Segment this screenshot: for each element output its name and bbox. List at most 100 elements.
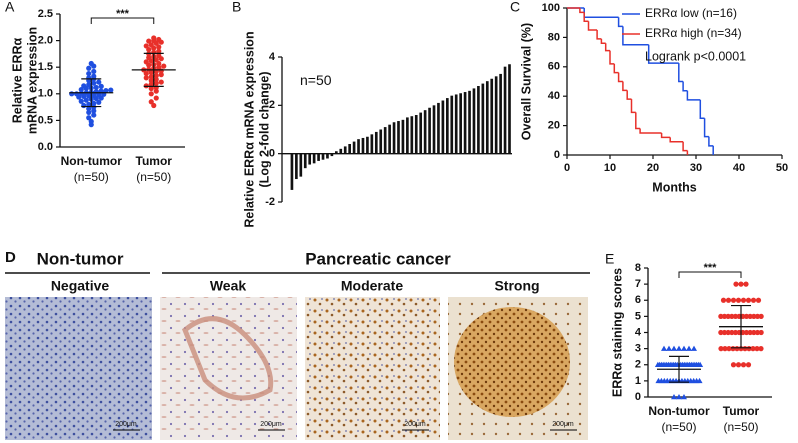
bar	[432, 105, 436, 154]
bar	[450, 95, 454, 154]
data-point	[743, 329, 750, 336]
data-point	[732, 329, 739, 336]
bar	[437, 102, 440, 154]
survival-step	[682, 141, 688, 152]
data-point	[758, 346, 764, 352]
data-point	[743, 281, 749, 287]
data-point	[148, 91, 154, 97]
sd-whisker	[669, 355, 689, 383]
data-point	[153, 73, 159, 79]
y-tick-label: 4	[269, 51, 276, 63]
x-tick-label: Non-tumor	[61, 154, 123, 168]
data-point	[735, 297, 742, 303]
bar	[392, 122, 396, 154]
bar	[361, 137, 365, 154]
data-point	[738, 281, 744, 287]
bar	[366, 136, 369, 154]
significance-bracket	[678, 271, 742, 278]
data-point	[96, 79, 102, 85]
legend-label: ERRα low (n=16)	[645, 6, 737, 20]
image-label: Weak	[210, 278, 247, 294]
data-point	[722, 346, 728, 352]
bar	[317, 153, 320, 161]
y-tick-label: 2.5	[38, 8, 53, 20]
data-point	[148, 77, 154, 84]
survival-step	[609, 50, 615, 65]
data-point	[86, 109, 92, 116]
data-point	[108, 87, 114, 93]
data-point	[740, 297, 747, 303]
data-point	[86, 101, 92, 108]
x-tick-label: 10	[604, 162, 616, 174]
gland	[182, 316, 274, 401]
data-point	[750, 346, 756, 352]
data-point	[743, 313, 750, 319]
bar	[423, 110, 427, 154]
data-point	[661, 345, 667, 351]
bar	[357, 139, 360, 154]
data-point	[686, 345, 692, 351]
data-point	[91, 73, 97, 79]
data-point	[161, 63, 167, 69]
survival-step	[583, 12, 589, 22]
data-point	[96, 99, 102, 105]
data-point	[726, 346, 732, 352]
survival-step	[635, 112, 641, 130]
group-title: Non-tumor	[37, 249, 124, 268]
data-point	[725, 329, 731, 336]
data-point	[730, 362, 737, 368]
bar	[401, 119, 405, 154]
bar	[508, 64, 511, 154]
data-point	[146, 38, 152, 44]
data-point	[725, 297, 732, 303]
data-point	[153, 76, 159, 83]
survival-step	[686, 90, 701, 101]
sd-whisker	[731, 304, 751, 349]
data-point	[751, 329, 757, 336]
annotation: Logrank p<0.0001	[645, 49, 746, 63]
group-title: Pancreatic cancer	[305, 249, 451, 268]
data-point	[73, 91, 80, 97]
y-tick-label: 0.5	[38, 114, 53, 126]
bar	[295, 153, 298, 180]
significance-label: ***	[116, 8, 130, 20]
data-point	[681, 394, 687, 400]
scale-label: 200μm	[260, 421, 282, 428]
data-point	[754, 329, 761, 336]
data-point	[86, 65, 92, 71]
data-point	[83, 97, 89, 103]
x-tick-label: 40	[733, 162, 745, 174]
data-point	[91, 80, 97, 86]
y-tick-label: -2	[265, 196, 275, 208]
data-point	[151, 35, 157, 41]
data-point	[81, 83, 87, 89]
data-point	[730, 297, 737, 303]
bar	[419, 112, 423, 154]
data-point	[143, 75, 149, 81]
image-label: Moderate	[341, 278, 403, 294]
y-tick-label: 100	[542, 2, 560, 14]
bar	[352, 141, 356, 154]
data-point	[751, 313, 757, 319]
annotation: n=50	[300, 72, 332, 88]
data-point	[86, 115, 92, 121]
data-point	[718, 313, 724, 319]
bar	[370, 134, 374, 154]
data-point	[721, 313, 728, 319]
scale-bars: 200μm 200μm 200μm 200μm	[113, 421, 577, 431]
data-point	[148, 81, 154, 87]
survival-step	[622, 81, 628, 92]
y-tick-label: 0	[269, 148, 275, 160]
data-point	[156, 64, 162, 70]
bar	[326, 153, 329, 159]
survival-step	[703, 118, 709, 138]
bar	[303, 153, 307, 169]
data-point	[671, 394, 677, 400]
data-point	[86, 70, 92, 77]
data-point	[697, 361, 704, 367]
data-point	[88, 60, 94, 67]
survival-step	[583, 8, 619, 18]
panel-d: D Non-tumor Pancreatic cancer Negative W…	[5, 249, 590, 440]
bar	[468, 90, 471, 154]
